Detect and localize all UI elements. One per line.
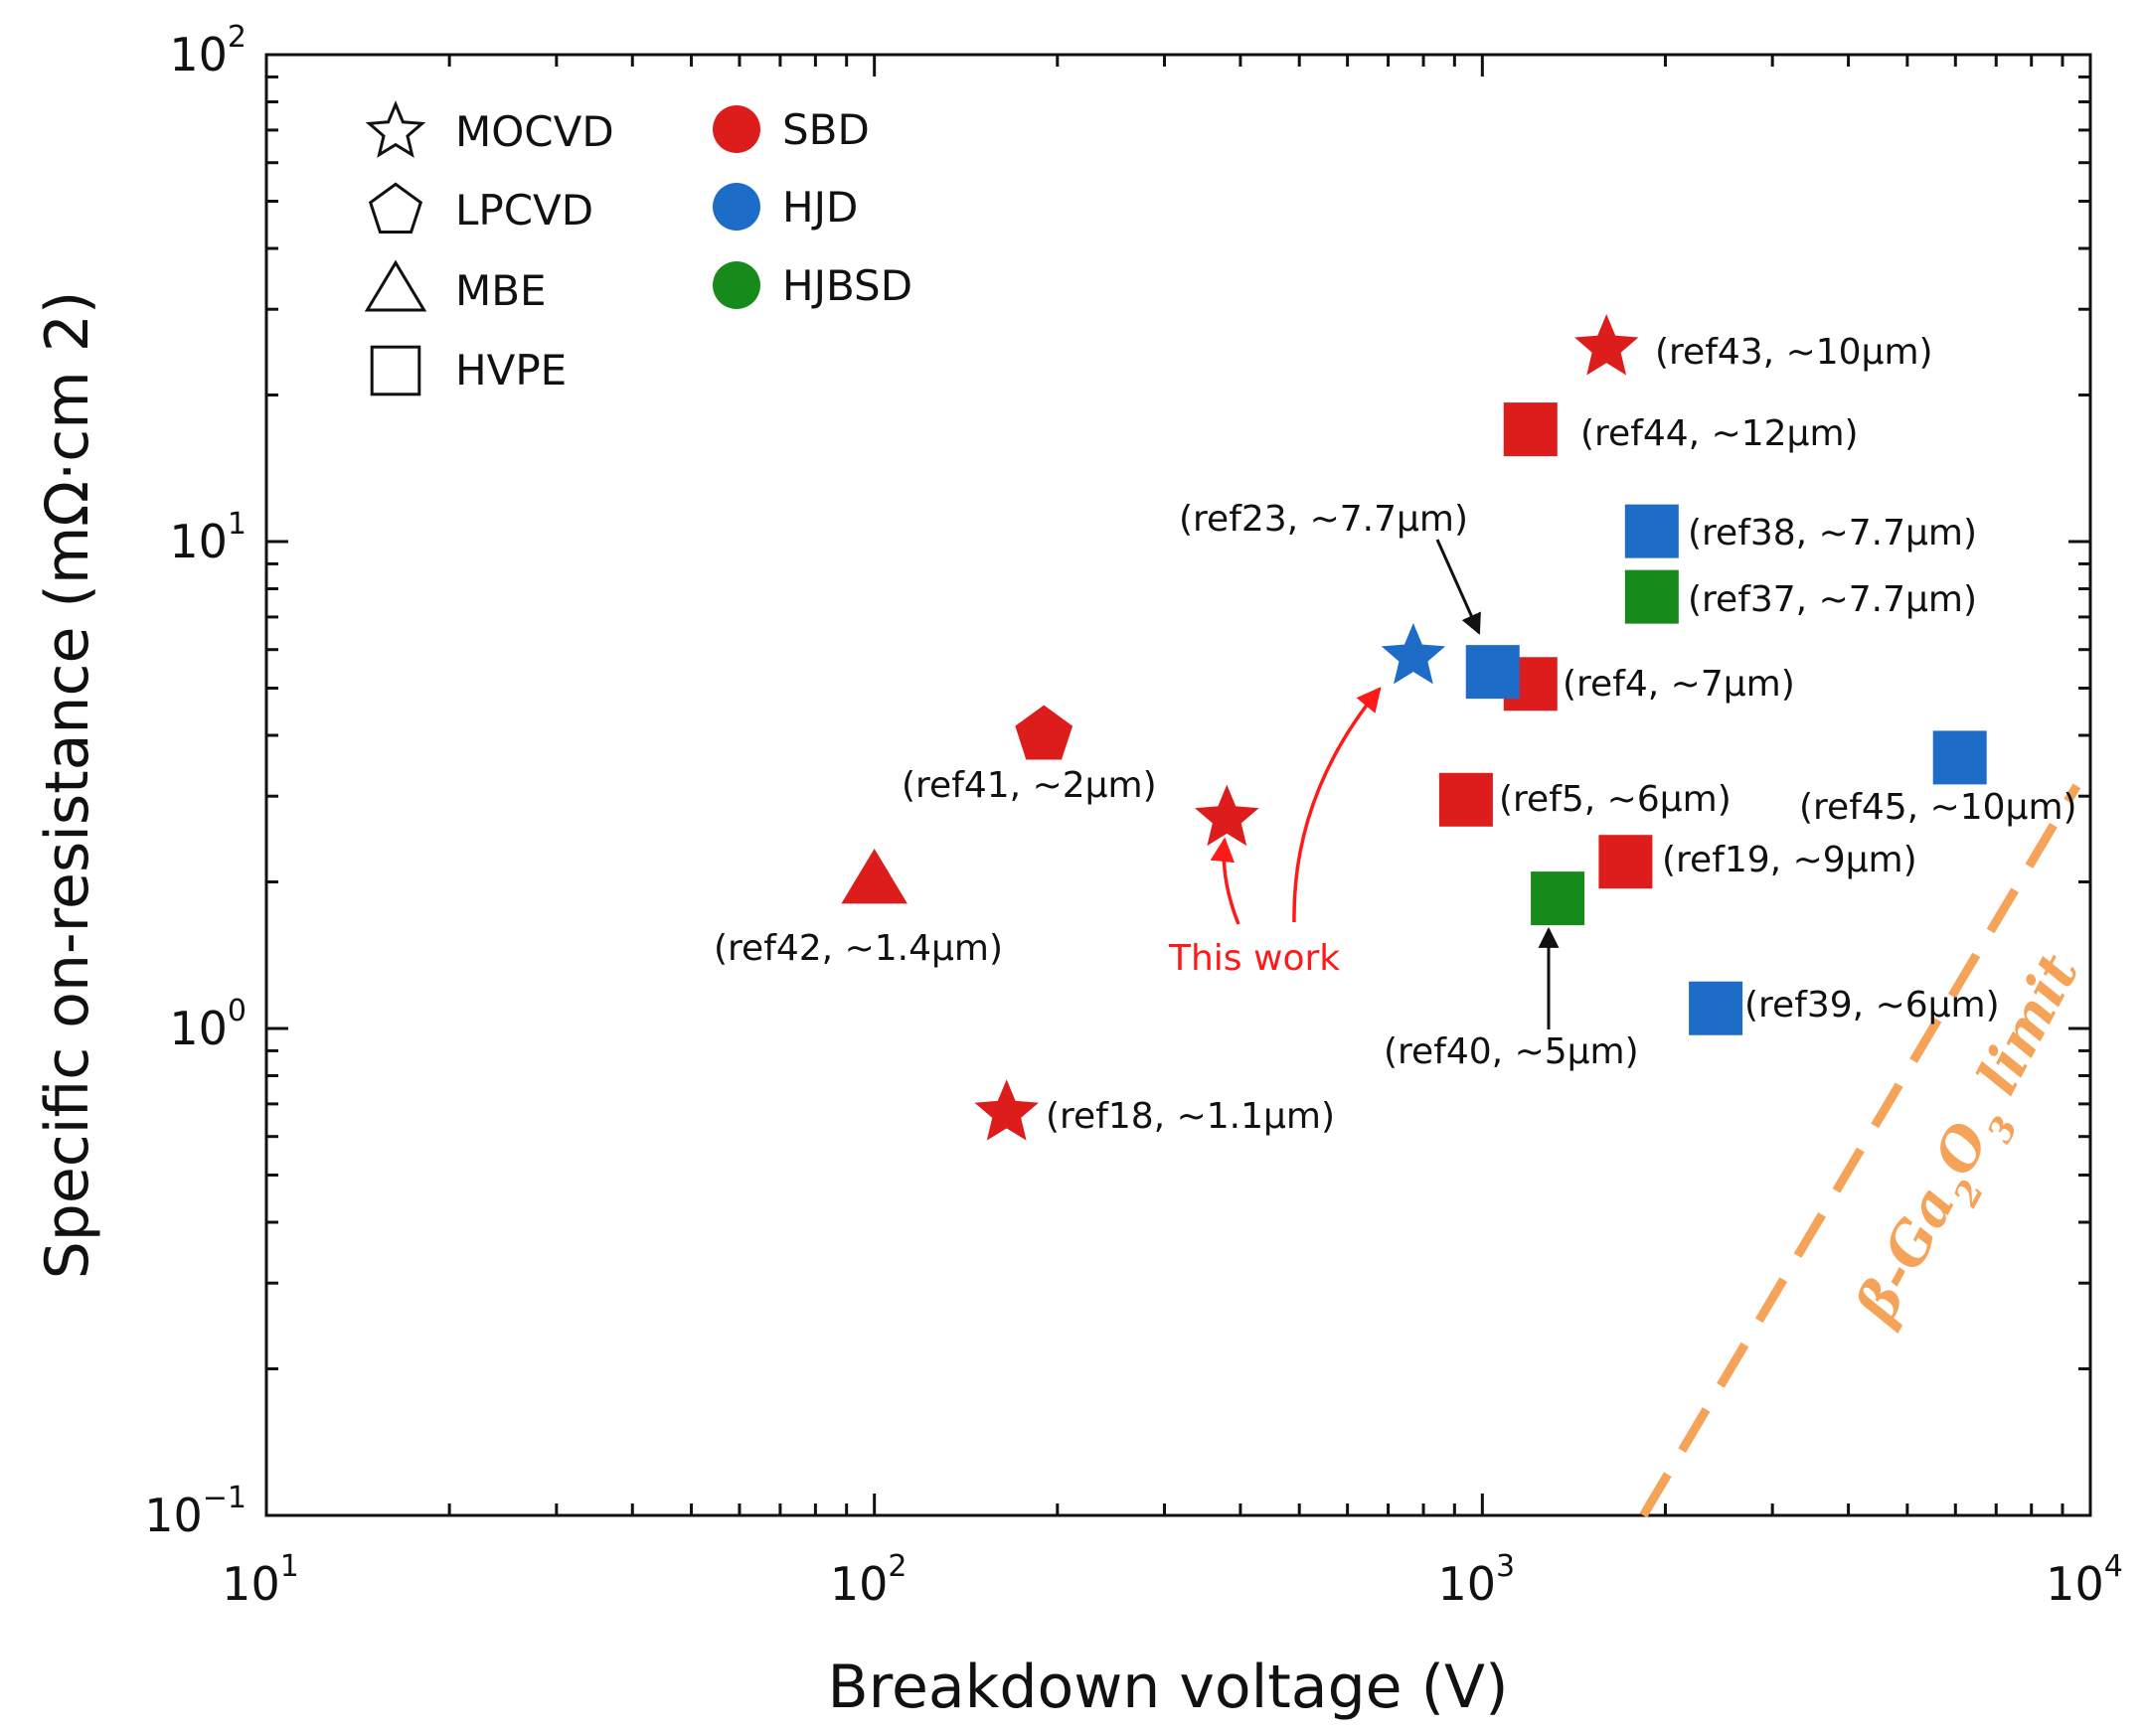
label-ref39: (ref39, ~6μm) — [1744, 985, 2000, 1026]
data-point-square — [1689, 981, 1743, 1035]
legend-label-sbd: SBD — [782, 105, 870, 154]
data-point-star — [1195, 784, 1259, 847]
y-tick-label: 101 — [169, 507, 247, 568]
label-ref5: (ref5, ~6μm) — [1499, 779, 1732, 820]
this-work-label: This work — [1168, 938, 1340, 979]
legend-triangle-icon — [364, 259, 427, 312]
y-tick-label: 102 — [169, 20, 247, 81]
data-point-square — [1503, 402, 1558, 457]
data-point-triangle — [841, 848, 908, 904]
label-ref41: (ref41, ~2μm) — [902, 765, 1157, 806]
legend-sbd-circle-icon — [713, 105, 760, 153]
legend: MOCVD LPCVD MBE HVPE SBD HJD HJBSD — [364, 100, 912, 396]
data-point-star — [974, 1079, 1039, 1141]
axis-tick-labels: 101 102 103 104 10−1 100 101 102 — [144, 20, 2123, 1611]
legend-label-mbe: MBE — [455, 266, 547, 315]
data-point-square — [1438, 772, 1493, 827]
legend-shape-markers — [364, 100, 760, 396]
legend-label-lpcvd: LPCVD — [455, 186, 593, 235]
y-axis-title: Specific on-resistance (mΩ·cm 2) — [33, 291, 102, 1280]
label-ref38: (ref38, ~7.7μm) — [1688, 513, 1977, 553]
label-ref43: (ref43, ~10μm) — [1655, 332, 1933, 373]
legend-label-hjd: HJD — [782, 183, 858, 232]
ga2o3-limit-line — [1639, 783, 2081, 1518]
x-tick-label: 102 — [830, 1549, 908, 1611]
axis-ticks — [264, 55, 2090, 1517]
label-ref44: (ref44, ~12μm) — [1580, 413, 1859, 454]
arrow-this-work-right — [1292, 687, 1382, 923]
data-point-star — [1574, 314, 1639, 376]
label-ref42: (ref42, ~1.4μm) — [714, 928, 1003, 969]
y-tick-label: 10−1 — [144, 1481, 247, 1542]
data-point-square — [1465, 645, 1520, 700]
label-ref37: (ref37, ~7.7μm) — [1688, 579, 1977, 620]
data-point-square — [1624, 569, 1679, 624]
data-markers — [841, 314, 1987, 1141]
legend-hjd-circle-icon — [713, 183, 760, 231]
data-point-star — [1381, 622, 1446, 685]
legend-hjbsd-circle-icon — [713, 261, 760, 309]
label-ref19: (ref19, ~9μm) — [1662, 840, 1917, 880]
data-point-square — [1624, 504, 1679, 558]
y-tick-label: 100 — [169, 994, 247, 1055]
label-ref23: (ref23, ~7.7μm) — [1179, 499, 1468, 540]
arrow-ref23 — [1435, 539, 1481, 635]
data-point-pentagon — [1015, 705, 1073, 760]
legend-square-icon — [370, 345, 421, 396]
data-point-square — [1598, 835, 1653, 889]
label-ref18: (ref18, ~1.1μm) — [1046, 1096, 1335, 1137]
legend-label-hvpe: HVPE — [455, 346, 567, 395]
legend-label-hjbsd: HJBSD — [782, 261, 912, 310]
legend-pentagon-icon — [368, 182, 423, 234]
x-tick-label: 101 — [222, 1549, 299, 1611]
plot-area-frame — [264, 53, 2092, 1517]
legend-star-icon — [365, 100, 426, 158]
data-point-square — [1932, 730, 1987, 785]
legend-label-mocvd: MOCVD — [455, 107, 614, 156]
label-ref40: (ref40, ~5μm) — [1384, 1031, 1639, 1072]
arrow-this-work-left — [1210, 837, 1240, 925]
x-axis-title: Breakdown voltage (V) — [827, 1653, 1508, 1722]
label-ref4: (ref4, ~7μm) — [1563, 664, 1795, 705]
x-tick-label: 104 — [2046, 1549, 2123, 1611]
data-point-square — [1531, 871, 1585, 926]
label-ref45: (ref45, ~10μm) — [1799, 787, 2077, 828]
x-tick-label: 103 — [1438, 1549, 1516, 1611]
